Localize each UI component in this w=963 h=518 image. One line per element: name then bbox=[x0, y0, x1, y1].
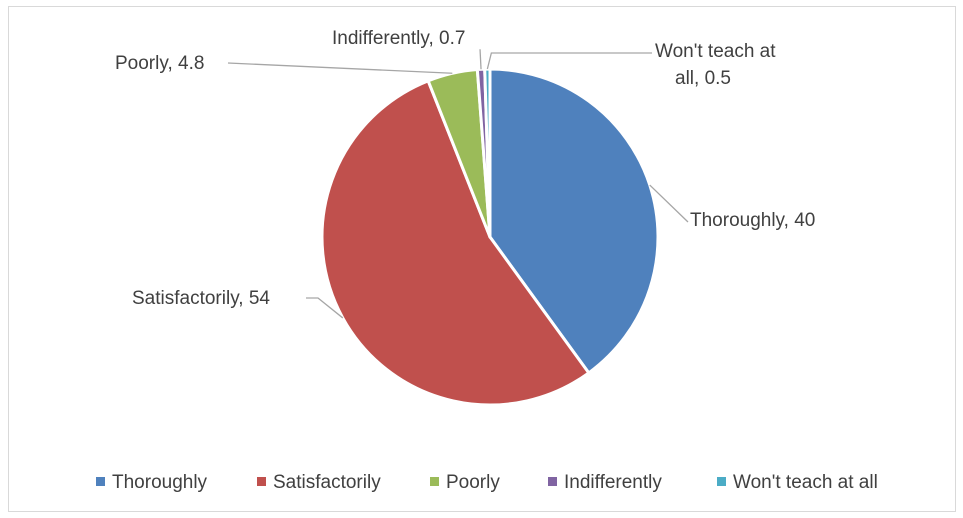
legend-swatch-thoroughly bbox=[96, 477, 105, 486]
leader-line-indifferently bbox=[479, 49, 482, 70]
legend-label-satisfactorily: Satisfactorily bbox=[273, 472, 381, 493]
chart-legend: Thoroughly Satisfactorily Poorly Indifferen… bbox=[96, 472, 878, 493]
data-labels: Thoroughly, 40 Satisfactorily, 54 Poorly, … bbox=[115, 28, 815, 309]
leader-line-poorly bbox=[227, 62, 453, 74]
legend-swatch-indifferently bbox=[548, 477, 557, 486]
leader-lines bbox=[227, 49, 689, 319]
legend-label-poorly: Poorly bbox=[446, 472, 500, 493]
data-label-indifferently: Indifferently, 0.7 bbox=[332, 28, 465, 49]
legend-swatch-won-t-teach-at-all bbox=[717, 477, 726, 486]
legend-swatch-satisfactorily bbox=[257, 477, 266, 486]
leader-line-satisfactorily bbox=[306, 297, 344, 319]
legend-label-won-t-teach-at-all: Won't teach at all bbox=[733, 472, 878, 493]
legend-label-thoroughly: Thoroughly bbox=[112, 472, 208, 493]
data-label-won-t-teach-at-all: Won't teach at all, 0.5 bbox=[655, 41, 776, 89]
data-label-satisfactorily: Satisfactorily, 54 bbox=[132, 288, 270, 309]
leader-line-thoroughly bbox=[649, 184, 689, 223]
legend-swatch-poorly bbox=[430, 477, 439, 486]
data-label-thoroughly: Thoroughly, 40 bbox=[690, 210, 815, 231]
leader-line-won-t-teach-at-all bbox=[486, 52, 652, 70]
legend-label-indifferently: Indifferently bbox=[564, 472, 662, 493]
pie-slice-satisfactorily bbox=[320, 79, 591, 407]
data-label-poorly: Poorly, 4.8 bbox=[115, 53, 204, 74]
pie-slices bbox=[320, 67, 660, 407]
